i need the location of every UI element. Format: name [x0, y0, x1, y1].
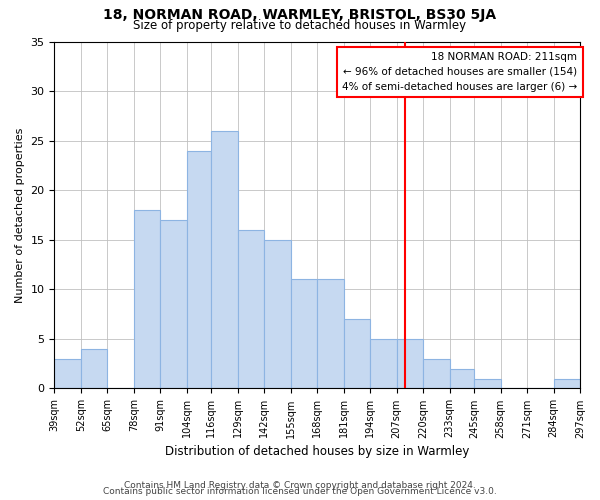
Bar	[370, 339, 397, 388]
Bar	[474, 378, 500, 388]
Bar	[238, 230, 264, 388]
Bar	[291, 280, 317, 388]
Bar	[160, 220, 187, 388]
Text: 18, NORMAN ROAD, WARMLEY, BRISTOL, BS30 5JA: 18, NORMAN ROAD, WARMLEY, BRISTOL, BS30 …	[103, 8, 497, 22]
Text: Size of property relative to detached houses in Warmley: Size of property relative to detached ho…	[133, 19, 467, 32]
Bar	[397, 339, 423, 388]
Bar	[187, 150, 211, 388]
Bar	[211, 130, 238, 388]
Bar	[554, 378, 580, 388]
Bar	[134, 210, 160, 388]
Bar	[55, 358, 81, 388]
Bar	[423, 358, 449, 388]
X-axis label: Distribution of detached houses by size in Warmley: Distribution of detached houses by size …	[165, 444, 469, 458]
Bar	[449, 368, 474, 388]
Bar	[317, 280, 344, 388]
Y-axis label: Number of detached properties: Number of detached properties	[15, 128, 25, 302]
Text: Contains HM Land Registry data © Crown copyright and database right 2024.: Contains HM Land Registry data © Crown c…	[124, 481, 476, 490]
Bar	[81, 349, 107, 389]
Text: Contains public sector information licensed under the Open Government Licence v3: Contains public sector information licen…	[103, 487, 497, 496]
Bar	[344, 319, 370, 388]
Text: 18 NORMAN ROAD: 211sqm
← 96% of detached houses are smaller (154)
4% of semi-det: 18 NORMAN ROAD: 211sqm ← 96% of detached…	[342, 52, 577, 92]
Bar	[264, 240, 291, 388]
